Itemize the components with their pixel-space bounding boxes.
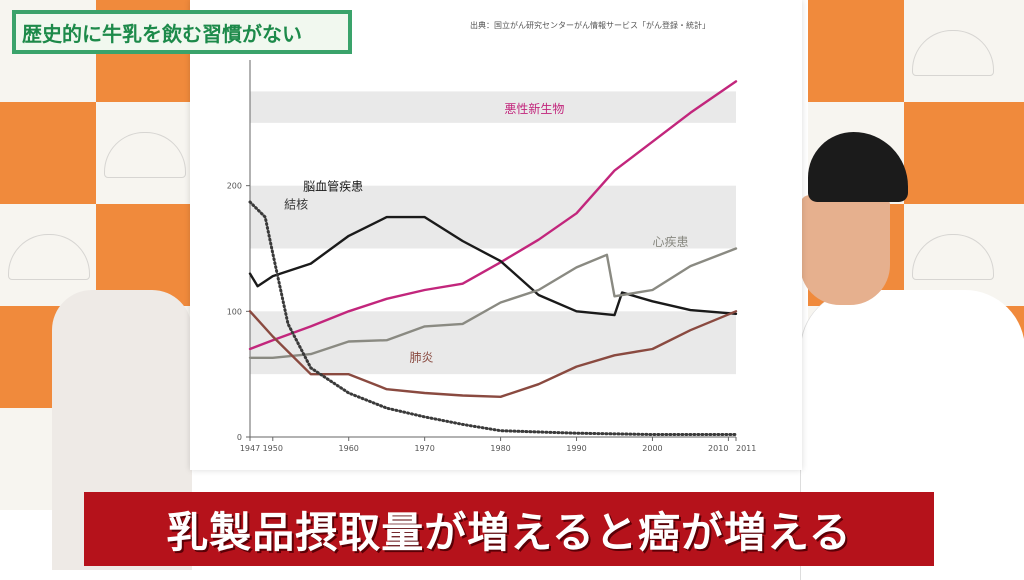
x-tick-label: 1947 [240,444,260,453]
backdrop-tile [808,0,904,102]
source-note: 出典：国立がん研究センターがん情報サービス「がん登録・統計」 [470,21,710,30]
series-label: 悪性新生物 [504,101,564,116]
chart-band [250,91,736,123]
backdrop-tile [96,102,192,204]
mortality-line-chart: 0 100 200 1947 1950 1960 1970 1980 1990 2000 2010 2… [227,60,756,453]
x-tick-label: 1980 [490,444,510,453]
backdrop-tile [904,102,1024,204]
y-tick-label: 100 [227,307,242,316]
x-tick-label: 2000 [642,444,662,453]
series-label: 肺炎 [409,351,433,365]
series-line [248,247,738,359]
y-tick-label: 200 [227,182,242,191]
x-tick-label: 2011 [736,444,756,453]
backdrop-tile [96,204,192,306]
backdrop-tile [0,204,96,306]
title-banner-text: 歴史的に牛乳を飲む習慣がない [22,21,302,46]
presenter-face [800,195,890,305]
backdrop-tile [904,0,1024,102]
series-line [248,200,738,436]
chart-band [250,311,736,375]
x-tick-label: 1950 [263,444,283,453]
x-tick-label: 1960 [339,444,359,453]
x-tick-label: 2010 [708,444,728,453]
chart-board: 0 100 200 1947 1950 1960 1970 1980 1990 2000 2010 2… [190,0,802,470]
x-tick-label: 1970 [414,444,434,453]
chart-band [250,185,736,249]
y-tick-label: 0 [237,433,242,442]
caption-text: 乳製品摂取量が増えると癌が増える [166,507,852,557]
caption-banner: 乳製品摂取量が増えると癌が増える [84,492,934,566]
series-line [248,215,738,317]
series-label: 脳血管疾患 [303,179,363,194]
series-label: 結核 [284,197,308,211]
series-line [248,80,738,351]
backdrop-tile [0,102,96,204]
backdrop-tile [904,204,1024,306]
title-banner: 歴史的に牛乳を飲む習慣がない [12,10,352,54]
series-line [248,310,738,398]
x-tick-label: 1990 [566,444,586,453]
series-label: 心疾患 [652,234,688,249]
